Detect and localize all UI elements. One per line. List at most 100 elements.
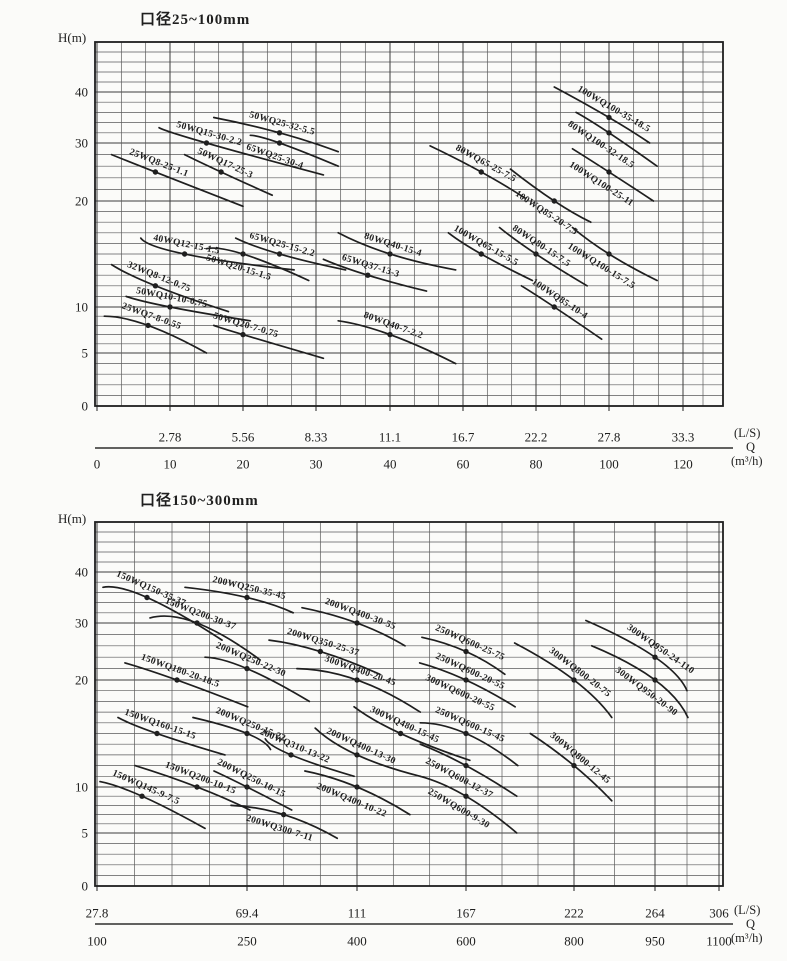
curve-label: 300WQ800-12-45 bbox=[548, 731, 612, 786]
y-tick-label: 5 bbox=[82, 346, 89, 361]
y-tick-label: 20 bbox=[75, 673, 88, 688]
duty-point-dot bbox=[463, 677, 469, 683]
duty-point-dot bbox=[240, 251, 246, 257]
chart1-ls-unit-label: (L/S) bbox=[734, 426, 761, 440]
duty-point-dot bbox=[387, 251, 393, 257]
x-tick-label-m3h: 950 bbox=[645, 934, 665, 949]
duty-point-dot bbox=[354, 784, 360, 790]
x-tick-label-m3h: 80 bbox=[530, 457, 543, 472]
curve-label: 200WQ400-30-55 bbox=[323, 597, 397, 632]
duty-point-dot bbox=[154, 730, 160, 737]
duty-point-dot bbox=[463, 648, 469, 655]
curve-label: 200WQ300-7-11 bbox=[245, 814, 314, 844]
x-tick-label-m3h: 800 bbox=[564, 934, 584, 949]
pump-curve bbox=[553, 86, 651, 144]
y-tick-label: 10 bbox=[75, 300, 88, 315]
x-tick-label-m3h: 20 bbox=[237, 457, 250, 472]
chart1-y-axis-label: H(m) bbox=[58, 30, 87, 45]
y-tick-label: 5 bbox=[82, 826, 89, 841]
chart1-q-label: Q bbox=[746, 440, 756, 454]
duty-point-dot bbox=[167, 304, 173, 310]
y-tick-label: 30 bbox=[75, 616, 88, 631]
curve-label: 25WQ8-25-1.1 bbox=[128, 147, 190, 179]
chart1-title: 口径25~100mm bbox=[140, 12, 251, 28]
x-tick-label-ls: 2.78 bbox=[159, 430, 182, 445]
duty-point-dot bbox=[606, 169, 612, 175]
plot-border bbox=[94, 521, 724, 887]
curve-label: 200WQ350-25-37 bbox=[286, 627, 361, 659]
curve-label: 200WQ400-13-30 bbox=[325, 726, 397, 766]
chart-group-2: 40 30 20 10 5 0 100 250 400 600 800 950 1100 27.8 69.4… bbox=[75, 521, 733, 949]
curve-label: 300WQ800-20-75 bbox=[547, 646, 613, 700]
x-tick-label-m3h: 30 bbox=[310, 457, 323, 472]
x-tick-label-ls: 33.3 bbox=[672, 430, 695, 445]
x-tick-label-m3h: 0 bbox=[94, 457, 101, 472]
x-tick-label-m3h: 60 bbox=[457, 457, 470, 472]
duty-point-dot bbox=[606, 130, 612, 136]
chart2-y-axis-label: H(m) bbox=[58, 511, 87, 526]
duty-point-dot bbox=[571, 762, 577, 769]
x-tick-label-m3h: 100 bbox=[599, 457, 619, 472]
duty-point-dot bbox=[181, 251, 188, 257]
duty-point-dot bbox=[606, 114, 612, 121]
x-tick-label-ls: 69.4 bbox=[236, 906, 259, 921]
duty-point-dot bbox=[174, 677, 180, 683]
x-tick-label-ls: 5.56 bbox=[232, 430, 255, 445]
y-tick-label: 10 bbox=[75, 780, 88, 795]
duty-point-dot bbox=[144, 594, 150, 601]
x-tick-label-ls: 8.33 bbox=[305, 430, 328, 445]
x-tick-label-ls: 306 bbox=[709, 906, 729, 921]
duty-point-dot bbox=[551, 198, 557, 204]
duty-point-dot bbox=[317, 648, 324, 655]
duty-point-dot bbox=[276, 140, 283, 146]
curve-label: 100WQ65-15-5.5 bbox=[452, 224, 520, 269]
duty-point-dot bbox=[354, 620, 360, 626]
duty-point-dot bbox=[244, 594, 250, 601]
y-tick-label: 0 bbox=[82, 879, 89, 894]
duty-point-dot bbox=[478, 251, 484, 257]
chart2-ls-unit-label: (L/S) bbox=[734, 903, 761, 917]
duty-point-dot bbox=[288, 752, 294, 758]
chart1-m3h-unit-label: (m³/h) bbox=[731, 454, 763, 468]
duty-point-dot bbox=[533, 251, 539, 257]
duty-point-dot bbox=[244, 784, 250, 790]
duty-point-dot bbox=[244, 665, 250, 672]
duty-point-dot bbox=[365, 272, 371, 278]
chart2-title: 口径150~300mm bbox=[140, 493, 259, 509]
duty-point-dot bbox=[354, 752, 360, 758]
y-tick-label: 30 bbox=[75, 136, 88, 151]
x-tick-label-m3h: 1100 bbox=[706, 934, 732, 949]
x-tick-label-ls: 167 bbox=[456, 906, 476, 921]
duty-point-dot bbox=[276, 251, 283, 257]
duty-point-dot bbox=[463, 730, 469, 737]
y-tick-label: 40 bbox=[75, 565, 88, 580]
duty-point-dot bbox=[145, 322, 151, 329]
duty-point-dot bbox=[244, 730, 250, 737]
x-tick-label-ls: 111 bbox=[348, 906, 367, 921]
duty-point-dot bbox=[606, 251, 612, 257]
duty-point-dot bbox=[240, 331, 246, 338]
duty-point-dot bbox=[652, 677, 658, 683]
curve-label: 80WQ80-15-7.5 bbox=[510, 224, 572, 270]
duty-point-dot bbox=[194, 620, 200, 626]
pump-curve bbox=[447, 231, 534, 282]
duty-point-dot bbox=[152, 283, 159, 289]
duty-point-dot bbox=[194, 784, 200, 790]
duty-point-dot bbox=[280, 811, 287, 818]
curve-label: 50WQ20-15-1.5 bbox=[205, 253, 272, 283]
x-tick-label-ls: 22.2 bbox=[525, 430, 548, 445]
duty-point-dot bbox=[551, 304, 557, 310]
duty-point-dot bbox=[463, 762, 469, 769]
y-tick-label: 0 bbox=[82, 399, 89, 414]
duty-point-dot bbox=[276, 130, 283, 136]
x-tick-label-m3h: 10 bbox=[164, 457, 177, 472]
x-tick-label-ls: 222 bbox=[564, 906, 584, 921]
x-tick-label-ls: 27.8 bbox=[86, 906, 109, 921]
duty-point-dot bbox=[397, 730, 404, 737]
plot-border bbox=[94, 41, 724, 407]
duty-point-dot bbox=[571, 677, 577, 683]
x-tick-label-ls: 264 bbox=[645, 906, 665, 921]
duty-point-dot bbox=[218, 169, 224, 175]
y-tick-label: 20 bbox=[75, 194, 88, 209]
